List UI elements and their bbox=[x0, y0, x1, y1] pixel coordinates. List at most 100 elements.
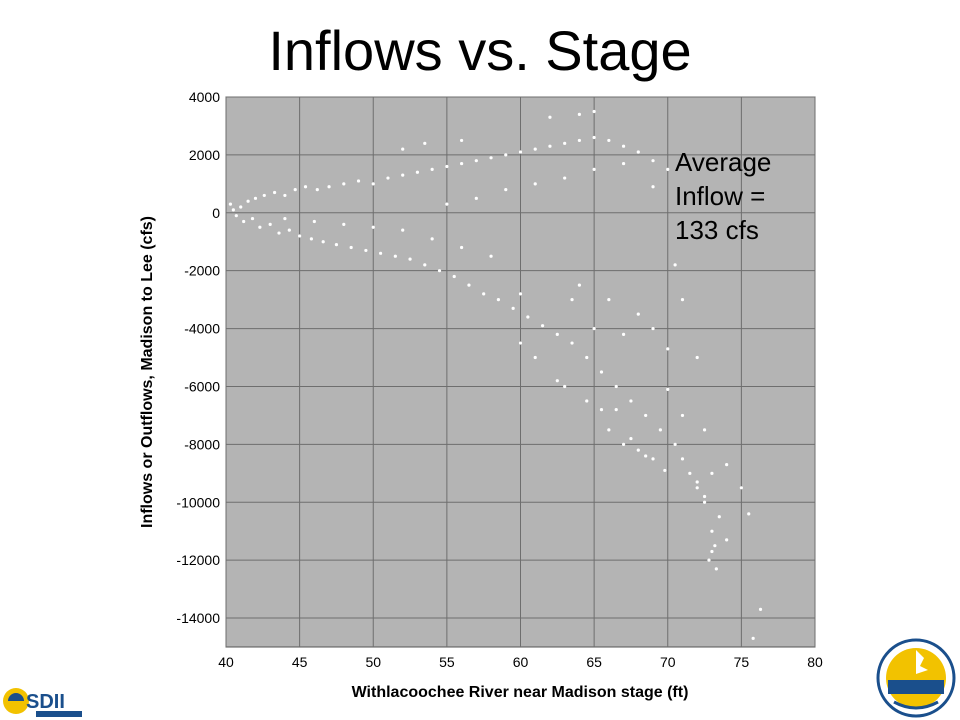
y-tick-label: -2000 bbox=[184, 263, 220, 279]
data-point bbox=[430, 237, 434, 241]
grid-lines bbox=[225, 96, 816, 647]
data-point bbox=[636, 150, 640, 154]
data-point bbox=[342, 182, 346, 186]
data-point bbox=[239, 205, 243, 209]
data-point bbox=[673, 442, 677, 446]
data-point bbox=[533, 355, 537, 360]
data-point bbox=[599, 370, 604, 374]
x-tick-label: 45 bbox=[292, 654, 308, 670]
data-point bbox=[250, 216, 255, 221]
data-point bbox=[334, 243, 339, 247]
data-point bbox=[452, 274, 456, 279]
data-point bbox=[577, 138, 582, 143]
data-point bbox=[504, 188, 508, 192]
y-tick-label: -12000 bbox=[176, 552, 220, 568]
data-point bbox=[592, 135, 596, 140]
data-point bbox=[489, 156, 493, 160]
data-point bbox=[680, 413, 685, 418]
data-point bbox=[445, 202, 449, 206]
data-point bbox=[592, 109, 596, 114]
x-tick-label: 70 bbox=[660, 654, 676, 670]
data-point bbox=[702, 500, 707, 504]
data-point bbox=[713, 544, 717, 548]
data-point bbox=[702, 428, 707, 432]
data-point bbox=[298, 234, 302, 238]
data-point bbox=[621, 161, 626, 166]
data-point bbox=[526, 315, 530, 319]
data-point bbox=[707, 558, 711, 562]
data-point bbox=[680, 298, 685, 302]
y-tick-labels: 4000 2000 0 -2000 -4000 -6000 -8000 -10000 -1200… bbox=[176, 89, 220, 626]
data-point bbox=[621, 332, 626, 336]
data-point bbox=[607, 298, 611, 302]
data-point bbox=[321, 240, 325, 244]
data-point bbox=[386, 176, 390, 180]
data-point bbox=[666, 347, 670, 351]
data-point bbox=[408, 257, 412, 261]
data-point bbox=[577, 112, 582, 116]
data-point bbox=[548, 115, 552, 119]
data-point bbox=[570, 298, 574, 302]
data-point bbox=[614, 384, 618, 389]
data-point bbox=[287, 228, 291, 232]
data-point bbox=[563, 141, 567, 145]
data-point bbox=[272, 190, 277, 195]
data-point bbox=[430, 167, 434, 171]
data-point bbox=[555, 379, 559, 383]
data-point bbox=[725, 538, 729, 542]
data-point bbox=[460, 245, 464, 250]
data-point bbox=[401, 147, 405, 151]
y-tick-label: -6000 bbox=[184, 378, 220, 394]
y-tick-label: -4000 bbox=[184, 321, 220, 337]
data-point bbox=[717, 515, 721, 519]
data-point bbox=[262, 193, 266, 198]
data-point bbox=[592, 167, 596, 171]
x-tick-label: 55 bbox=[439, 654, 455, 670]
data-point bbox=[474, 159, 478, 163]
data-point bbox=[371, 225, 375, 229]
data-point bbox=[293, 188, 297, 192]
data-point bbox=[231, 208, 235, 212]
data-point bbox=[393, 254, 397, 258]
data-point bbox=[629, 436, 633, 441]
data-point bbox=[242, 219, 246, 224]
data-point bbox=[533, 147, 537, 151]
annotation-line: 133 cfs bbox=[675, 215, 759, 245]
data-point bbox=[327, 185, 331, 189]
data-point bbox=[401, 228, 405, 232]
data-point bbox=[563, 176, 567, 180]
data-point bbox=[636, 312, 640, 316]
data-point bbox=[533, 182, 537, 186]
data-point bbox=[644, 413, 648, 418]
data-point bbox=[666, 387, 670, 391]
data-point bbox=[577, 283, 582, 287]
data-point bbox=[253, 196, 258, 200]
data-point bbox=[710, 549, 714, 554]
data-point bbox=[751, 636, 755, 640]
data-point bbox=[342, 222, 346, 226]
data-point bbox=[423, 263, 427, 267]
data-point bbox=[371, 182, 375, 186]
data-point bbox=[309, 237, 314, 241]
data-point bbox=[663, 468, 667, 473]
data-point bbox=[445, 164, 449, 169]
data-point bbox=[349, 245, 353, 250]
data-point bbox=[474, 196, 478, 200]
x-tick-label: 65 bbox=[586, 654, 602, 670]
data-point bbox=[268, 222, 272, 226]
data-point bbox=[563, 384, 567, 389]
data-point bbox=[695, 486, 699, 490]
x-axis-title: Withlacoochee River near Madison stage (… bbox=[352, 684, 689, 701]
data-point bbox=[673, 263, 677, 267]
data-point bbox=[258, 225, 262, 229]
x-tick-label: 50 bbox=[365, 654, 381, 670]
x-tick-label: 80 bbox=[807, 654, 823, 670]
data-point bbox=[423, 141, 427, 145]
x-tick-label: 60 bbox=[513, 654, 529, 670]
annotation-line: Average bbox=[675, 147, 772, 177]
data-point bbox=[651, 326, 655, 331]
average-inflow-annotation: Average Inflow = 133 cfs bbox=[675, 145, 771, 247]
data-point bbox=[585, 355, 589, 360]
data-point bbox=[518, 150, 523, 154]
data-point bbox=[364, 248, 368, 253]
